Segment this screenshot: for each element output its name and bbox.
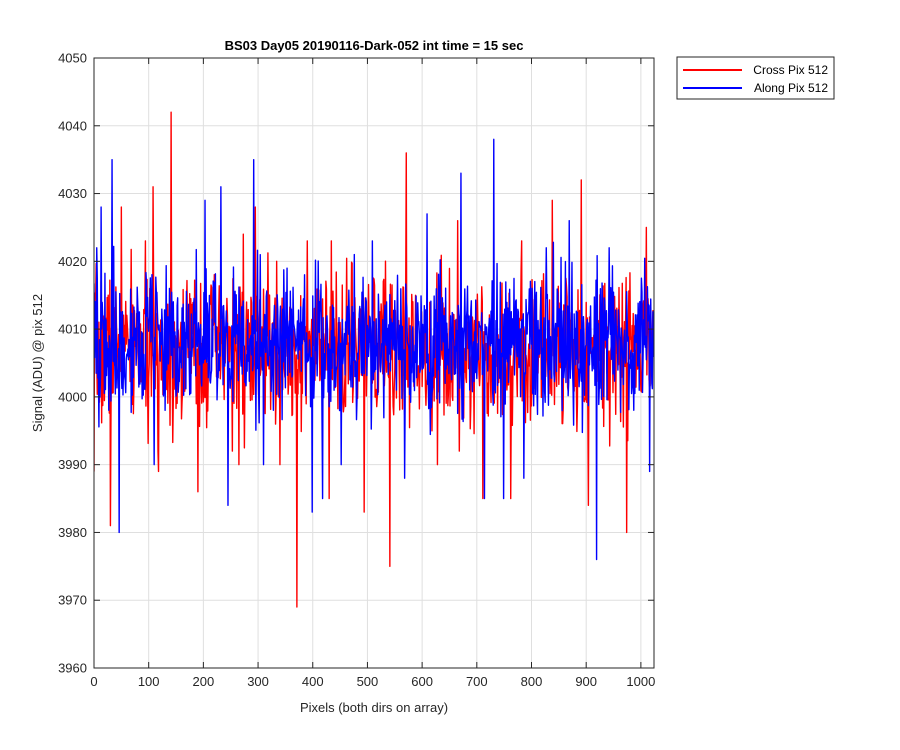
y-axis-label: Signal (ADU) @ pix 512: [30, 294, 45, 432]
x-tick-label: 300: [247, 674, 269, 689]
x-tick-label: 700: [466, 674, 488, 689]
x-tick-label: 500: [357, 674, 379, 689]
ticks: 0 100 200 300 400 500 600 700 800 900 1000 3960 3970…: [58, 51, 655, 690]
y-tick-label: 4050: [58, 51, 87, 66]
series-layer: [94, 111, 654, 608]
legend: Cross Pix 512 Along Pix 512: [676, 56, 835, 100]
x-tick-label: 900: [575, 674, 597, 689]
x-tick-label: 600: [411, 674, 433, 689]
x-tick-label: 400: [302, 674, 324, 689]
x-tick-label: 0: [90, 674, 97, 689]
chart-title: BS03 Day05 20190116-Dark-052 int time = …: [225, 38, 524, 53]
legend-label-cross: Cross Pix 512: [753, 63, 828, 77]
y-tick-label: 4040: [58, 118, 87, 133]
x-tick-label: 100: [138, 674, 160, 689]
x-axis-label: Pixels (both dirs on array): [300, 700, 448, 715]
y-tick-label: 4000: [58, 389, 87, 404]
y-tick-label: 3980: [58, 525, 87, 540]
y-tick-label: 4020: [58, 254, 87, 269]
series-line-along-pix-512: [94, 138, 654, 561]
y-tick-label: 4010: [58, 322, 87, 337]
legend-label-along: Along Pix 512: [754, 81, 828, 95]
y-tick-label: 3970: [58, 593, 87, 608]
plot-area: 0 100 200 300 400 500 600 700 800 900 1000 3960 3970…: [58, 51, 655, 690]
y-tick-label: 3990: [58, 457, 87, 472]
x-tick-label: 1000: [626, 674, 655, 689]
legend-box: [676, 56, 835, 100]
axes-box: [93, 57, 655, 669]
x-tick-label: 200: [193, 674, 215, 689]
x-tick-label: 800: [521, 674, 543, 689]
y-tick-label: 3960: [58, 661, 87, 676]
y-tick-label: 4030: [58, 186, 87, 201]
